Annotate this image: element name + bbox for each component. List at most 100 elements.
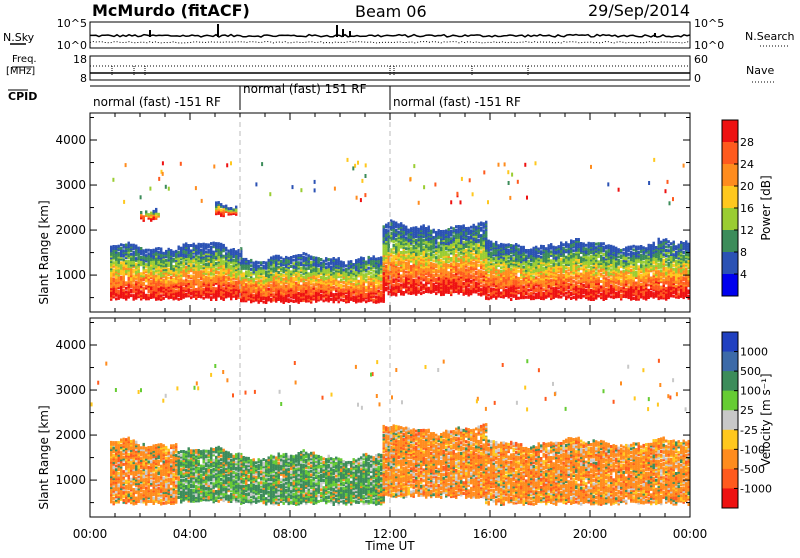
echo-cell (185, 293, 187, 296)
echo-cell (383, 225, 385, 228)
echo-cell (438, 242, 440, 245)
echo-cell (535, 293, 537, 296)
echo-cell (413, 245, 415, 248)
echo-cell (470, 274, 472, 277)
echo-cell (320, 276, 322, 279)
echo-cell (528, 289, 530, 292)
nsky-tick-top: 10^5 (57, 17, 87, 30)
echo-cell (338, 300, 340, 303)
echo-cell (168, 277, 170, 280)
echo-cell (505, 289, 507, 292)
echo-cell (463, 289, 465, 292)
echo-cell (273, 255, 275, 258)
echo-cell (325, 277, 327, 280)
echo-cell (453, 274, 455, 277)
echo-cell (518, 290, 520, 293)
echo-cell (278, 266, 280, 269)
echo-cell (305, 282, 307, 285)
echo-cell (343, 281, 345, 284)
echo-cell (550, 250, 552, 253)
echo-cell (450, 230, 452, 233)
echo-cell (550, 243, 552, 246)
echo-cell (405, 247, 407, 250)
echo-cell (223, 260, 225, 263)
echo-cell (385, 224, 387, 227)
echo-cell (535, 276, 537, 279)
echo-cell (518, 297, 520, 300)
echo-cell (210, 276, 212, 279)
echo-cell (145, 285, 147, 288)
echo-cell (535, 287, 537, 290)
echo-cell (320, 294, 322, 297)
echo-cell (200, 270, 202, 273)
echo-cell (365, 286, 367, 289)
echo-cell (533, 295, 535, 298)
echo-cell (323, 260, 325, 263)
echo-cell (500, 243, 502, 246)
echo-cell (373, 255, 375, 258)
echo-cell (140, 272, 142, 275)
echo-cell (520, 246, 522, 249)
echo-cell (450, 262, 452, 265)
echo-cell (320, 262, 322, 265)
echo-cell (145, 254, 147, 257)
echo-cell (150, 280, 152, 283)
echo-cell (213, 242, 215, 245)
echo-cell (433, 259, 435, 262)
echo-cell (313, 256, 315, 259)
echo-cell (300, 285, 302, 288)
echo-cell (395, 222, 397, 225)
nsearch-label: N.Search (745, 30, 795, 43)
echo-cell (298, 261, 300, 264)
echo-cell (500, 270, 502, 273)
echo-cell (420, 292, 422, 295)
station-title: McMurdo (fitACF) (92, 1, 250, 20)
echo-cell (308, 254, 310, 257)
echo-cell (190, 280, 192, 283)
echo-cell (303, 276, 305, 279)
echo-cell (480, 227, 482, 230)
echo-cell (148, 294, 150, 297)
nsky-tick-bottom: 10^0 (57, 39, 87, 52)
echo-cell (300, 261, 302, 264)
echo-cell (365, 273, 367, 276)
echo-cell (368, 267, 370, 270)
echo-cell (460, 256, 462, 259)
echo-cell (443, 230, 445, 233)
echo-cell (283, 258, 285, 261)
echo-cell (123, 289, 125, 292)
echo-cell (440, 246, 442, 249)
echo-cell (410, 247, 412, 250)
echo-cell (373, 299, 375, 302)
echo-cell (383, 272, 385, 275)
echo-cell (508, 249, 510, 252)
echo-cell (420, 226, 422, 229)
echo-cell (393, 284, 395, 287)
echo-cell (243, 272, 245, 275)
echo-cell (310, 286, 312, 289)
echo-cell (203, 297, 205, 300)
echo-cell (433, 236, 435, 239)
echo-cell (353, 283, 355, 286)
echo-cell (123, 249, 125, 252)
echo-cell (418, 276, 420, 279)
echo-cell (400, 251, 402, 254)
echo-cell (203, 243, 205, 246)
echo-cell (558, 274, 560, 277)
echo-cell (305, 267, 307, 270)
echo-cell (485, 259, 487, 262)
echo-cell (458, 225, 460, 228)
echo-cell (323, 299, 325, 302)
echo-cell (320, 258, 322, 261)
echo-cell (358, 258, 360, 261)
echo-cell (358, 280, 360, 283)
echo-cell (303, 256, 305, 259)
date-title: 29/Sep/2014 (588, 1, 690, 20)
echo-cell (480, 288, 482, 291)
echo-cell (440, 259, 442, 262)
echo-cell (485, 221, 487, 224)
echo-cell (133, 251, 135, 254)
echo-cell (405, 236, 407, 239)
echo-cell (263, 275, 265, 278)
echo-cell (488, 277, 490, 280)
